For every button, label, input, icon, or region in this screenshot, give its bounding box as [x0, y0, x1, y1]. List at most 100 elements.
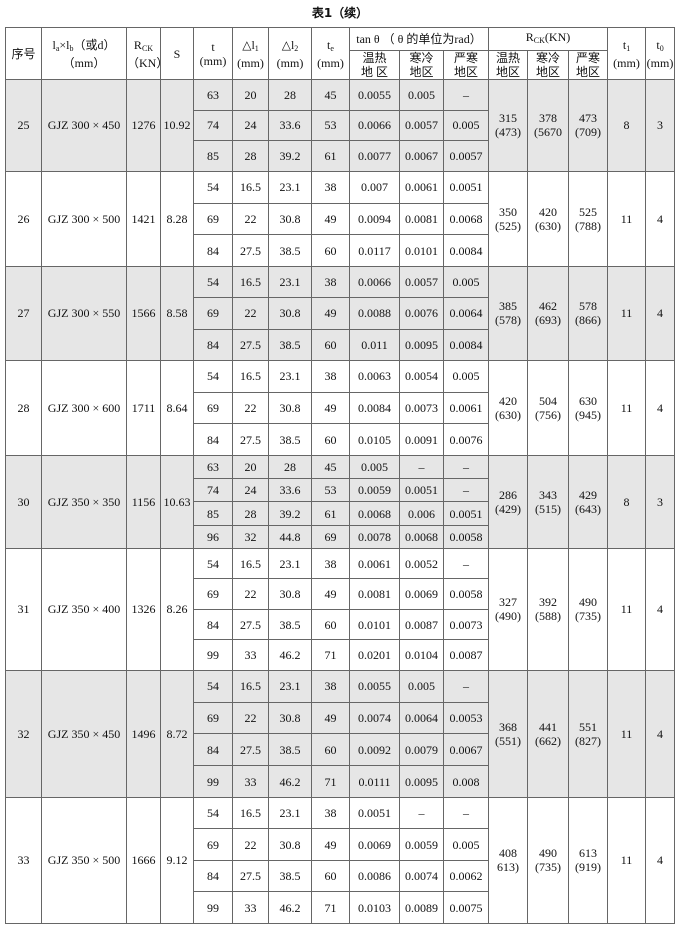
cell-tan-severe: 0.0057	[442, 140, 490, 172]
cell-t: 63	[193, 79, 233, 111]
cell-tan-severe: –	[442, 669, 490, 703]
cell-dl2: 38.5	[268, 328, 312, 361]
cell-rck-severe: 490 (735)	[568, 547, 609, 671]
cell-tan-cold: 0.0091	[399, 423, 444, 456]
cell-dl2: 23.1	[268, 796, 312, 830]
header-rck: RCK （KN）	[126, 27, 168, 80]
cell-tan-severe: 0.0051	[442, 170, 490, 204]
cell-tan-warm: 0.0063	[349, 359, 400, 393]
cell-dl2: 30.8	[268, 701, 312, 735]
cell-t: 84	[193, 733, 233, 767]
cell-tan-warm: 0.0201	[349, 639, 400, 671]
cell-tan-cold: 0.005	[399, 669, 444, 703]
cell-te: 60	[311, 733, 350, 767]
header-size: la×lb（或d） （mm）	[41, 27, 127, 80]
cell-tan-cold: 0.0079	[399, 733, 444, 767]
cell-te: 71	[311, 891, 350, 924]
cell-rck: 1711	[126, 359, 161, 456]
cell-t: 85	[193, 501, 233, 526]
table-row: 99 33 46.2 71 0.0103 0.0089 0.0075	[6, 891, 675, 924]
cell-dl2: 44.8	[268, 524, 312, 549]
cell-t0: 3	[645, 79, 676, 172]
cell-rck-cold: 343 (515)	[527, 454, 570, 549]
cell-dl1: 16.5	[232, 547, 269, 580]
cell-model: GJZ 300 × 600	[41, 359, 127, 456]
cell-tan-cold: 0.0073	[399, 391, 444, 425]
cell-tan-warm: 0.0051	[349, 796, 400, 830]
header-region-cold: 寒冷 地区	[399, 50, 444, 80]
cell-tan-severe: 0.0062	[442, 859, 490, 893]
cell-tan-cold: 0.0068	[399, 524, 444, 549]
cell-tan-warm: 0.011	[349, 328, 400, 361]
header-dl2: △l2 (mm)	[268, 27, 312, 80]
table-row: 69 22 30.8 49 0.0084 0.0073 0.0061	[6, 391, 675, 425]
cell-dl2: 33.6	[268, 109, 312, 142]
table-row: 85 28 39.2 61 0.0077 0.0067 0.0057	[6, 140, 675, 172]
table-row: 99 33 46.2 71 0.0201 0.0104 0.0087	[6, 639, 675, 671]
cell-t1: 8	[607, 454, 647, 549]
cell-t0: 4	[645, 547, 676, 671]
cell-te: 60	[311, 859, 350, 893]
cell-dl2: 28	[268, 79, 312, 111]
cell-t: 84	[193, 423, 233, 456]
cell-te: 49	[311, 578, 350, 610]
cell-tan-severe: 0.005	[442, 265, 490, 299]
cell-rck: 1326	[126, 547, 161, 671]
cell-dl2: 38.5	[268, 608, 312, 641]
cell-tan-warm: 0.0066	[349, 109, 400, 142]
cell-rck-cold: 378 (5670	[527, 79, 570, 172]
cell-t: 96	[193, 524, 233, 549]
cell-dl1: 28	[232, 140, 269, 172]
table-row: 69 22 30.8 49 0.0069 0.0059 0.005	[6, 828, 675, 861]
cell-te: 38	[311, 359, 350, 393]
cell-no: 25	[5, 79, 42, 172]
header-region-warm: 温热 地 区	[349, 50, 400, 80]
table-row: 28 GJZ 300 × 600 1711 8.64 54 16.5 23.1 38 0.006…	[5, 359, 676, 456]
cell-rck-cold: 420 (630)	[527, 170, 570, 267]
cell-dl2: 38.5	[268, 423, 312, 456]
cell-t0: 3	[645, 454, 676, 549]
cell-te: 38	[311, 669, 350, 703]
cell-no: 26	[5, 170, 42, 267]
header-rck-region-severe: 严寒 地区	[568, 50, 609, 80]
cell-tan-warm: 0.005	[349, 454, 400, 480]
cell-no: 32	[5, 669, 42, 798]
cell-dl1: 22	[232, 202, 269, 236]
cell-rck-warm: 286 (429)	[488, 454, 529, 549]
cell-te: 71	[311, 765, 350, 798]
cell-tan-warm: 0.0094	[349, 202, 400, 236]
cell-tan-cold: 0.0089	[399, 891, 444, 924]
cell-dl1: 28	[232, 501, 269, 526]
cell-dl1: 20	[232, 454, 269, 480]
cell-te: 60	[311, 608, 350, 641]
cell-tan-warm: 0.0117	[349, 234, 400, 267]
cell-tan-cold: 0.0095	[399, 328, 444, 361]
cell-t: 84	[193, 608, 233, 641]
cell-t1: 11	[607, 796, 647, 924]
cell-dl2: 30.8	[268, 202, 312, 236]
cell-dl1: 22	[232, 391, 269, 425]
cell-no: 31	[5, 547, 42, 671]
cell-tan-severe: 0.0087	[442, 639, 490, 671]
cell-rck-severe: 429 (643)	[568, 454, 609, 549]
cell-s: 10.92	[160, 79, 194, 172]
cell-tan-severe: 0.0073	[442, 608, 490, 641]
cell-rck-severe: 613 (919)	[568, 796, 609, 924]
cell-dl1: 27.5	[232, 859, 269, 893]
cell-tan-warm: 0.0105	[349, 423, 400, 456]
cell-t0: 4	[645, 359, 676, 456]
cell-te: 45	[311, 454, 350, 480]
cell-dl1: 24	[232, 109, 269, 142]
cell-dl1: 27.5	[232, 733, 269, 767]
cell-s: 8.72	[160, 669, 194, 798]
cell-tan-warm: 0.0084	[349, 391, 400, 425]
cell-no: 30	[5, 454, 42, 549]
cell-tan-severe: 0.005	[442, 828, 490, 861]
cell-rck-warm: 385 (578)	[488, 265, 529, 361]
cell-tan-cold: 0.006	[399, 501, 444, 526]
cell-tan-warm: 0.0088	[349, 297, 400, 330]
cell-tan-cold: 0.0057	[399, 109, 444, 142]
cell-tan-warm: 0.0055	[349, 669, 400, 703]
cell-te: 38	[311, 265, 350, 299]
header-tan: tan θ （ θ 的单位为rad）	[348, 27, 490, 51]
